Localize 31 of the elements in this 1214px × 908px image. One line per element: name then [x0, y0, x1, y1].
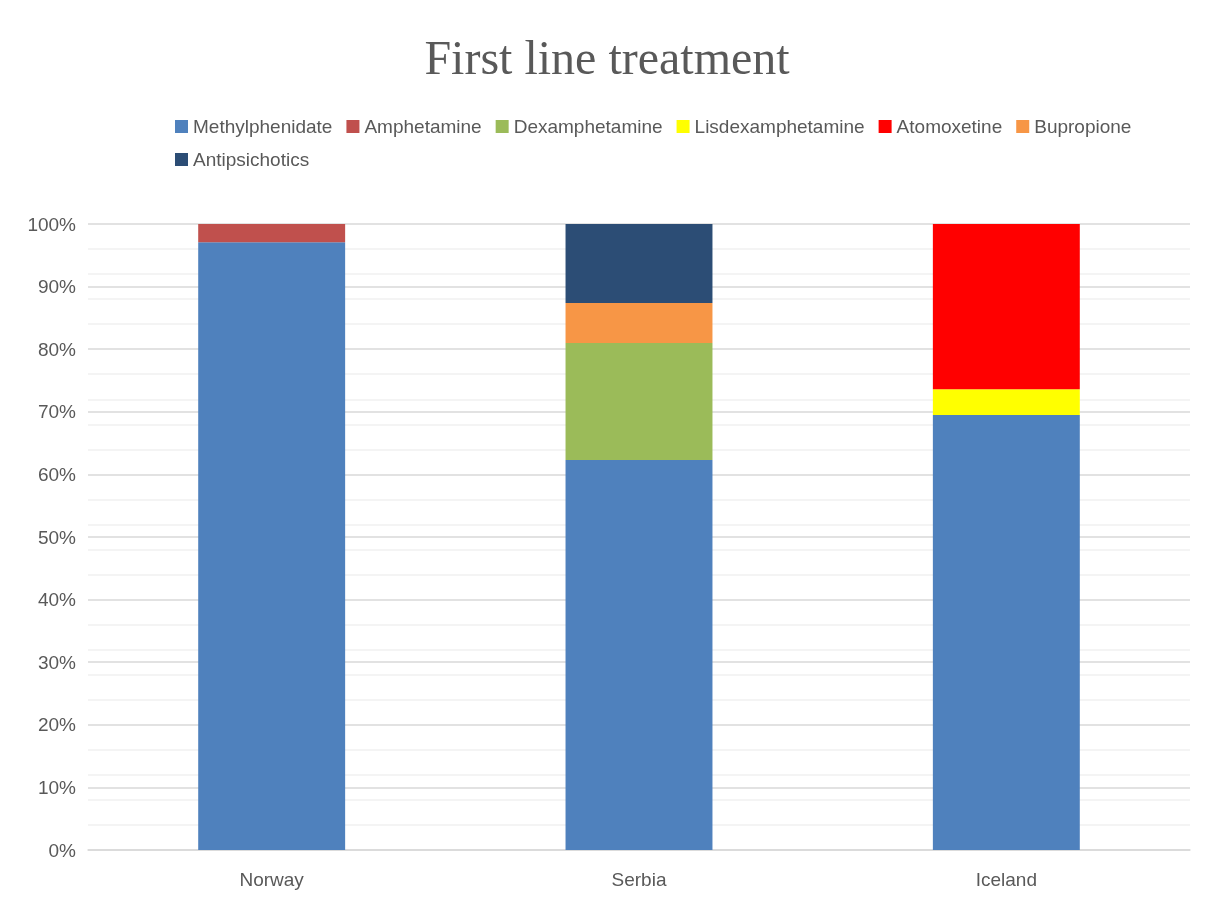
bar — [565, 224, 713, 303]
bar — [932, 224, 1080, 390]
x-tick-label: Iceland — [975, 869, 1037, 890]
legend-label: Bupropione — [1034, 116, 1132, 137]
y-tick-label: 50% — [37, 526, 77, 548]
y-tick-label: 80% — [37, 338, 77, 360]
y-tick-label: 30% — [37, 651, 77, 673]
bar — [198, 242, 346, 850]
legend-label: Antipsichotics — [193, 149, 310, 170]
y-tick-label: 100% — [27, 213, 77, 235]
y-tick-label: 90% — [37, 276, 77, 298]
legend-label: Lisdexamphetamine — [694, 116, 865, 137]
legend-label: Atomoxetine — [896, 116, 1003, 137]
y-tick-label: 70% — [37, 401, 77, 423]
x-tick-label: Norway — [239, 869, 305, 890]
y-tick-label: 20% — [37, 714, 77, 736]
bar — [198, 224, 346, 243]
y-tick-label: 40% — [37, 589, 77, 611]
bar — [565, 460, 713, 850]
y-tick-label: 60% — [37, 463, 77, 485]
legend-label: Amphetamine — [364, 116, 482, 137]
bar — [565, 302, 713, 343]
bar — [932, 389, 1080, 415]
chart-title: First line treatment — [424, 30, 791, 84]
bar — [932, 414, 1080, 850]
bar — [565, 342, 713, 460]
y-tick-label: 10% — [37, 776, 77, 798]
legend-label: Methylphenidate — [193, 116, 333, 137]
legend-label: Dexamphetamine — [513, 116, 663, 137]
x-tick-label: Serbia — [611, 869, 667, 890]
y-tick-label: 0% — [48, 839, 77, 861]
